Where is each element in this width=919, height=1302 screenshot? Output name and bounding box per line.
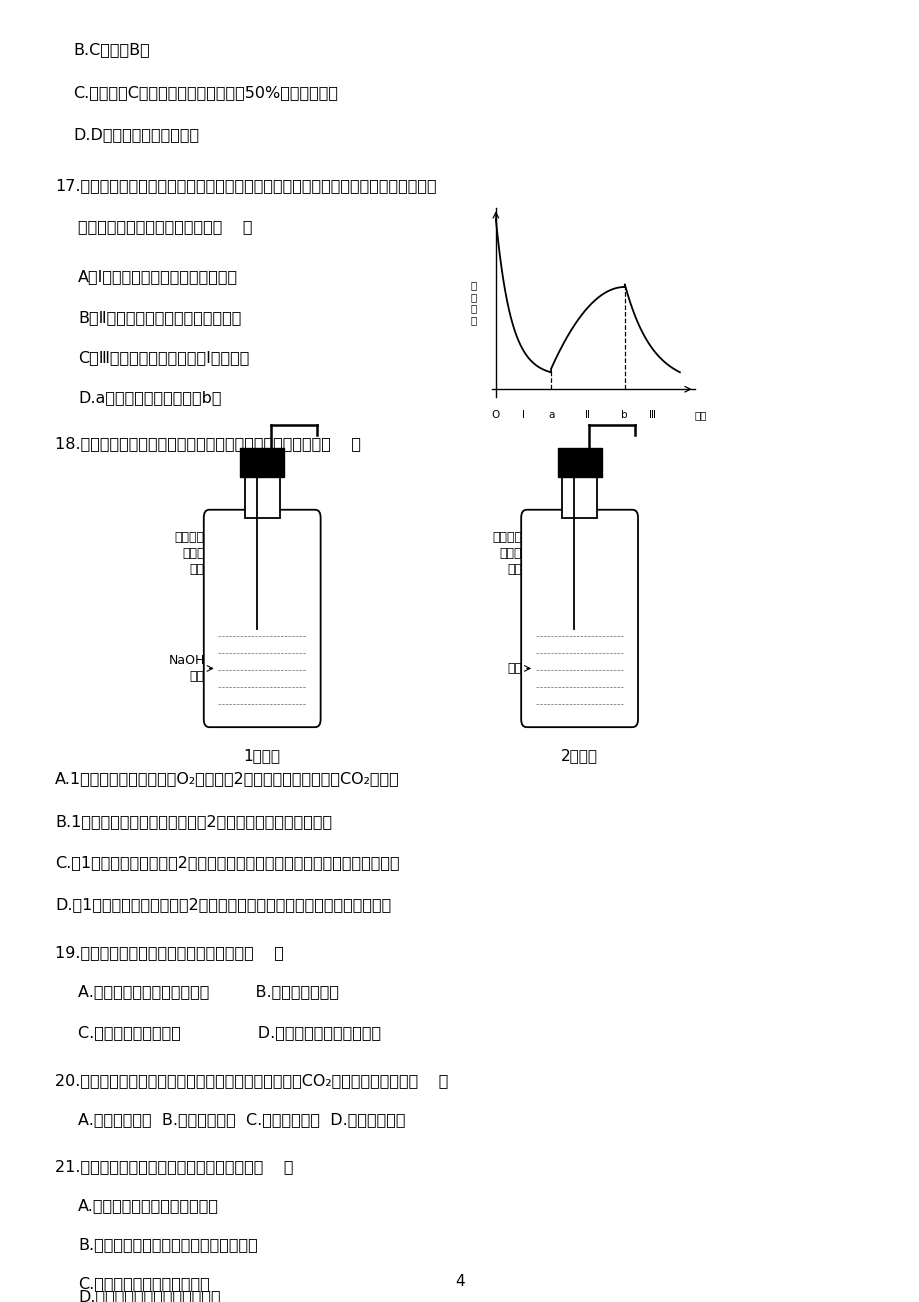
Text: Ⅱ: Ⅱ — [584, 410, 590, 419]
Text: C.若1号装置液滴不移动，2号装置液滴向右移＿动，则酵母菌只进行无氧呼吸: C.若1号装置液滴不移动，2号装置液滴向右移＿动，则酵母菌只进行无氧呼吸 — [55, 855, 400, 871]
Text: 清水: 清水 — [506, 661, 522, 674]
Text: B.C值大于B值: B.C值大于B值 — [74, 42, 150, 57]
Text: 1号装置: 1号装置 — [244, 747, 280, 763]
Text: 17.长期浸水，会导致树根变黑腐烂。树根从开始浸水到变黑腐烂时细胞呼吸速率的变化: 17.长期浸水，会导致树根变黑腐烂。树根从开始浸水到变黑腐烂时细胞呼吸速率的变化 — [55, 178, 437, 194]
Text: C．Ⅲ阶段曲线下降的原因与Ⅰ完全相同: C．Ⅲ阶段曲线下降的原因与Ⅰ完全相同 — [78, 350, 249, 366]
Text: A.降低水分吸收  B.降低呼吸强度  C.促进果实成熟  D.促进光合作用: A.降低水分吸收 B.降低呼吸强度 C.促进果实成熟 D.促进光合作用 — [78, 1112, 405, 1128]
Text: 曲线如图。下列叙述不正确的是（    ）: 曲线如图。下列叙述不正确的是（ ） — [78, 219, 253, 234]
Text: D.D浓度时只进行有氧呼吸: D.D浓度时只进行有氧呼吸 — [74, 128, 199, 143]
Text: NaOH
溶液: NaOH 溶液 — [168, 654, 204, 684]
Text: 呼
吸
速
率: 呼 吸 速 率 — [471, 280, 476, 326]
Text: D.若1号装置液滴向左移动，2号装置液滴不移动，则酵母菌只进行有氧呼吸: D.若1号装置液滴向左移动，2号装置液滴不移动，则酵母菌只进行有氧呼吸 — [55, 897, 391, 913]
Bar — [557, 448, 601, 477]
Text: 21.下列有关真核细胞的基质的描述正确的是（    ）: 21.下列有关真核细胞的基质的描述正确的是（ ） — [55, 1159, 293, 1174]
Text: 酵母菌、
葡萄糖
溶液: 酵母菌、 葡萄糖 溶液 — [175, 531, 204, 577]
Text: A.细胞质基质是无氧呼吸的场所: A.细胞质基质是无氧呼吸的场所 — [78, 1198, 219, 1213]
Text: D.a点的有氧呼吸强度大于b点: D.a点的有氧呼吸强度大于b点 — [78, 391, 221, 406]
Text: 时间: 时间 — [694, 410, 707, 419]
Text: D.以上三种基质的组成成分相同: D.以上三种基质的组成成分相同 — [78, 1289, 221, 1302]
Text: B．Ⅱ阶段根细胞的无氧呼吸速率上升: B．Ⅱ阶段根细胞的无氧呼吸速率上升 — [78, 310, 242, 326]
Text: b: b — [620, 410, 628, 419]
Text: B.1号装置液滴不可能向右移动，2号装置液滴不可能向左移动: B.1号装置液滴不可能向右移动，2号装置液滴不可能向左移动 — [55, 814, 332, 829]
Text: 20.利用地窖贮藏种子、果蔬在我国历史悠久。地窖中的CO₂浓度较高，有利于（    ）: 20.利用地窖贮藏种子、果蔬在我国历史悠久。地窖中的CO₂浓度较高，有利于（ ） — [55, 1073, 448, 1088]
Text: B.线粒体基质是有氧呼吸第一阶段的场所: B.线粒体基质是有氧呼吸第一阶段的场所 — [78, 1237, 257, 1253]
Text: A.较深伤口包扎宜用透气纱布         B.储存种子要晒干: A.较深伤口包扎宜用透气纱布 B.储存种子要晒干 — [78, 984, 339, 1000]
Text: C.栽培花卉需适时松土               D.新鲜水果储存需低温干燥: C.栽培花卉需适时松土 D.新鲜水果储存需低温干燥 — [78, 1025, 380, 1040]
FancyBboxPatch shape — [203, 509, 321, 727]
Text: 2号装置: 2号装置 — [561, 747, 597, 763]
Bar — [244, 467, 279, 517]
Text: Ⅲ: Ⅲ — [648, 410, 655, 419]
Text: A.1号装置用于测定酵母菌O₂消耗量，2号装置用于测定酵母菌CO₂释放量: A.1号装置用于测定酵母菌O₂消耗量，2号装置用于测定酵母菌CO₂释放量 — [55, 771, 400, 786]
Text: A．Ⅰ阶段根细胞的有氧呼吸速率下降: A．Ⅰ阶段根细胞的有氧呼吸速率下降 — [78, 270, 238, 285]
Bar — [240, 448, 284, 477]
Text: O: O — [492, 410, 499, 419]
Text: 4: 4 — [455, 1273, 464, 1289]
Text: C.叶绿体基质是光反应的场所: C.叶绿体基质是光反应的场所 — [78, 1276, 210, 1292]
FancyBboxPatch shape — [521, 509, 638, 727]
Text: 酵母菌、
葡萄糖
溶液: 酵母菌、 葡萄糖 溶液 — [492, 531, 522, 577]
Text: a: a — [548, 410, 553, 419]
Text: C.氧浓度为C时，所消耗的葡萄糖中有50%通过酒精发酵: C.氧浓度为C时，所消耗的葡萄糖中有50%通过酒精发酵 — [74, 85, 338, 100]
Bar — [531, 624, 627, 713]
Text: Ⅰ: Ⅰ — [521, 410, 525, 419]
Bar — [562, 467, 596, 517]
Text: 18.下图是探究酵母菌呼吸方式的装置，下列说法不正确的是（    ）: 18.下图是探究酵母菌呼吸方式的装置，下列说法不正确的是（ ） — [55, 436, 361, 452]
Bar — [213, 624, 311, 713]
Text: 19.下列有关细胞呼吸原理的应用错误的是（    ）: 19.下列有关细胞呼吸原理的应用错误的是（ ） — [55, 945, 284, 961]
